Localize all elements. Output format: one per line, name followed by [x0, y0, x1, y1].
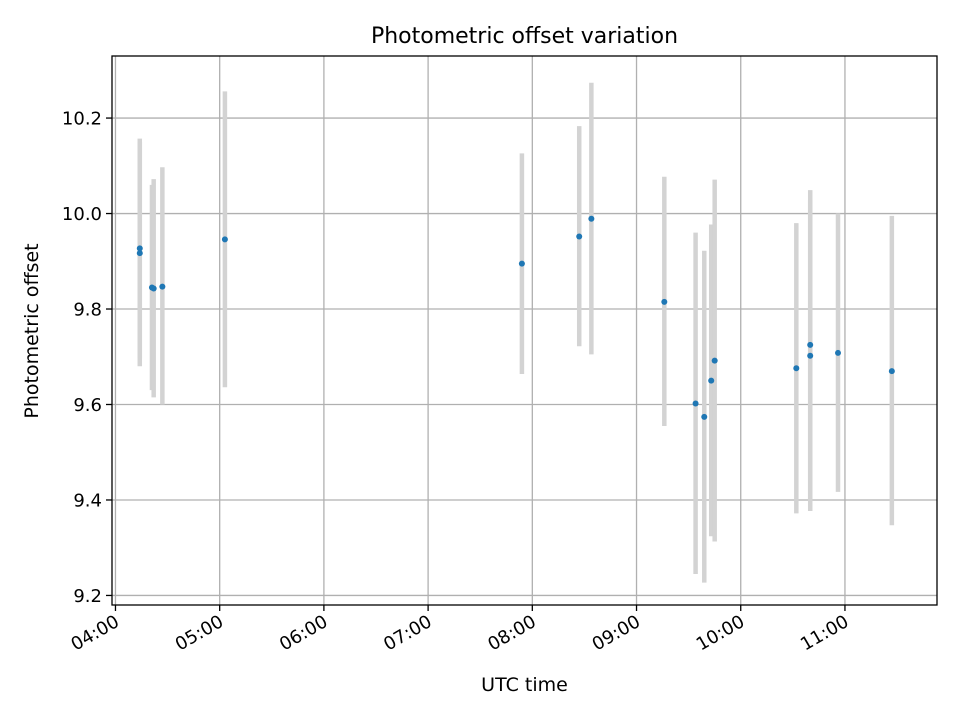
- y-tick-label: 10.2: [62, 109, 102, 130]
- grid: [112, 56, 937, 605]
- data-point: [159, 283, 166, 290]
- data-point: [807, 352, 814, 359]
- data-point: [150, 285, 157, 292]
- data-point: [888, 368, 895, 375]
- data-point: [136, 250, 143, 257]
- data-point: [701, 413, 708, 420]
- y-tick-label: 9.8: [73, 300, 102, 321]
- y-tick-label: 9.6: [73, 395, 102, 416]
- y-axis-label: Photometric offset: [21, 243, 43, 418]
- error-bars: [137, 82, 895, 583]
- data-point: [588, 215, 595, 222]
- x-tick-label: 07:00: [380, 611, 435, 655]
- chart-title: Photometric offset variation: [371, 24, 678, 49]
- data-point: [576, 233, 583, 240]
- data-points: [136, 215, 895, 420]
- x-tick-label: 09:00: [589, 611, 644, 655]
- x-tick-label: 06:00: [276, 611, 331, 655]
- data-point: [835, 349, 841, 356]
- data-point: [221, 236, 228, 243]
- y-tick-label: 9.2: [73, 586, 102, 607]
- data-point: [692, 400, 699, 407]
- x-tick-label: 05:00: [172, 611, 227, 655]
- x-axis-label: UTC time: [481, 674, 568, 696]
- data-point: [708, 377, 715, 384]
- y-tick-label: 10.0: [62, 204, 102, 225]
- data-point: [518, 260, 525, 267]
- x-tick-label: 11:00: [797, 611, 852, 655]
- y-tick-label: 9.4: [73, 490, 102, 511]
- data-point: [136, 245, 143, 252]
- axis-ticks: 04:00 05:00 06:00 07:00 08:00 09:00 10:00 11:00…: [62, 109, 853, 656]
- plot-area-frame: [111, 55, 938, 606]
- data-point: [711, 357, 718, 364]
- x-tick-label: 04:00: [68, 611, 123, 655]
- data-point: [807, 341, 814, 348]
- data-point: [661, 298, 668, 305]
- x-tick-label: 08:00: [484, 611, 539, 655]
- x-tick-label: 10:00: [693, 611, 748, 655]
- data-point: [793, 365, 800, 372]
